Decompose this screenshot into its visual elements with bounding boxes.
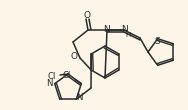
Text: N: N	[76, 93, 83, 102]
Text: N: N	[104, 25, 110, 34]
Text: O: O	[84, 10, 91, 19]
Text: Cl: Cl	[62, 71, 70, 80]
Text: H: H	[126, 32, 131, 38]
Text: N: N	[46, 79, 53, 88]
Text: Cl: Cl	[48, 72, 56, 81]
Text: N: N	[121, 25, 127, 34]
Text: O: O	[70, 51, 77, 61]
Text: S: S	[155, 37, 161, 46]
